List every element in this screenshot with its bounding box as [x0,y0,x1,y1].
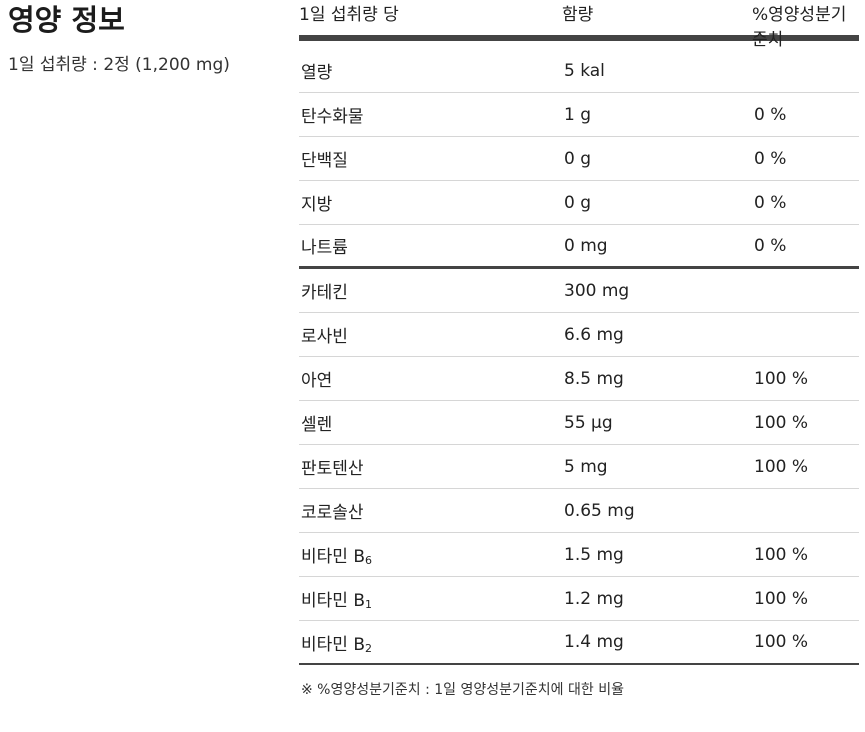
nutrient-name: 비타민 B2 [301,634,372,655]
nutrient-daily-value: 0 % [754,148,787,169]
nutrient-daily-value: 100 % [754,544,809,565]
nutrient-name: 카테킨 [301,283,348,303]
nutrient-name: 아연 [301,371,333,391]
nutrient-daily-value: 100 % [754,456,809,477]
nutrient-name: 셀렌 [301,415,333,435]
nutrient-name: 코로솔산 [301,503,364,523]
table-row: 아연 8.5 mg 100 % [299,357,859,401]
nutrient-amount: 0 g [564,192,592,213]
table-row: 비타민 B1 1.2 mg 100 % [299,577,859,621]
page-title: 영양 정보 [8,3,125,37]
nutrient-amount: 5 mg [564,456,608,477]
nutrient-name: 비타민 B6 [301,547,372,567]
nutrient-amount: 0 g [564,148,592,169]
nutrient-daily-value: 100 % [754,368,809,389]
group-basic: 열량 5 kal 탄수화물 1 g 0 % 단백질 0 g 0 % 지방 0 g 0 % 나트륨 0 m… [299,49,859,269]
nutrient-name: 로사빈 [301,327,348,347]
nutrient-amount: 1.4 mg [564,632,624,652]
nutrient-amount: 1.2 mg [564,588,624,609]
nutrient-daily-value: 0 % [754,104,787,125]
table-row: 열량 5 kal [299,49,859,93]
nutrient-name: 탄수화물 [301,107,364,127]
vitamin-subscript: 6 [365,554,372,567]
header-serving: 1일 섭취량 당 [299,5,399,25]
table-row: 탄수화물 1 g 0 % [299,93,859,137]
vitamin-subscript: 2 [365,641,372,655]
table-row: 비타민 B6 1.5 mg 100 % [299,533,859,577]
table-row: 카테킨 300 mg [299,269,859,313]
header-daily-value: %영양성분기준치 [752,5,847,50]
nutrient-name: 나트륨 [301,238,348,258]
nutrient-name: 판토텐산 [301,459,364,479]
table-row: 로사빈 6.6 mg [299,313,859,357]
vitamin-subscript: 1 [365,598,372,611]
nutrient-daily-value: 100 % [754,588,809,609]
nutrient-amount: 8.5 mg [564,368,624,389]
nutrient-daily-value: 100 % [754,412,809,433]
table-row: 나트륨 0 mg 0 % [299,225,859,269]
nutrient-amount: 6.6 mg [564,324,624,345]
nutrient-amount: 1 g [564,104,592,125]
nutrient-name: 지방 [301,195,333,215]
nutrient-amount: 1.5 mg [564,544,624,565]
table-row: 지방 0 g 0 % [299,181,859,225]
nutrient-daily-value: 100 % [754,632,809,652]
table-row: 단백질 0 g 0 % [299,137,859,181]
nutrient-amount: 0.65 mg [564,500,635,521]
table-header: 1일 섭취량 당 함량 %영양성분기준치 [299,0,859,50]
serving-size: 1일 섭취량 : 2정 (1,200 mg) [8,55,230,75]
nutrient-amount: 300 mg [564,280,630,301]
nutrient-daily-value: 0 % [754,235,787,256]
header-amount: 함량 [562,5,594,25]
nutrient-name: 열량 [301,63,333,83]
table-row: 비타민 B2 1.4 mg 100 % [299,621,859,665]
nutrient-daily-value: 0 % [754,192,787,213]
group-functional: 카테킨 300 mg 로사빈 6.6 mg 아연 8.5 mg 100 % 셀렌 55 μg 10… [299,269,859,665]
nutrient-name: 비타민 B1 [301,591,372,611]
nutrient-name: 단백질 [301,151,348,171]
table-row: 판토텐산 5 mg 100 % [299,445,859,489]
title-block: 영양 정보 1일 섭취량 : 2정 (1,200 mg) [8,0,230,75]
nutrient-amount: 55 μg [564,412,613,433]
nutrient-amount: 5 kal [564,60,605,81]
table-row: 코로솔산 0.65 mg [299,489,859,533]
nutrient-amount: 0 mg [564,235,608,256]
table-row: 셀렌 55 μg 100 % [299,401,859,445]
footnote: ※ %영양성분기준치 : 1일 영양성분기준치에 대한 비율 [301,682,624,698]
